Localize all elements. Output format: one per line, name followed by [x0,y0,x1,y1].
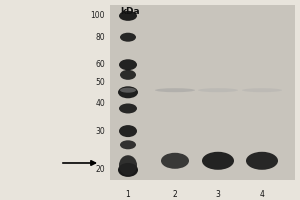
Ellipse shape [120,33,136,42]
Ellipse shape [161,153,189,169]
Text: 40: 40 [95,99,105,108]
Ellipse shape [246,152,278,170]
Text: kDa: kDa [120,7,140,16]
Text: 20: 20 [95,165,105,174]
Text: 30: 30 [95,127,105,136]
Ellipse shape [120,140,136,149]
Ellipse shape [155,88,195,92]
Bar [110,5,295,180]
Text: 4: 4 [260,190,264,199]
Ellipse shape [118,163,138,177]
Ellipse shape [119,59,137,70]
Text: 50: 50 [95,78,105,87]
Text: 3: 3 [216,190,220,199]
Text: 2: 2 [172,190,177,199]
Ellipse shape [198,88,238,92]
Ellipse shape [119,11,137,21]
Ellipse shape [119,125,137,137]
Text: 100: 100 [91,11,105,20]
Text: 60: 60 [95,60,105,69]
Ellipse shape [202,152,234,170]
Ellipse shape [120,70,136,80]
Text: 1: 1 [126,190,130,199]
Ellipse shape [242,88,282,92]
Ellipse shape [119,155,137,175]
Ellipse shape [120,88,136,93]
Text: 80: 80 [95,33,105,42]
Ellipse shape [119,103,137,113]
Ellipse shape [118,86,138,98]
